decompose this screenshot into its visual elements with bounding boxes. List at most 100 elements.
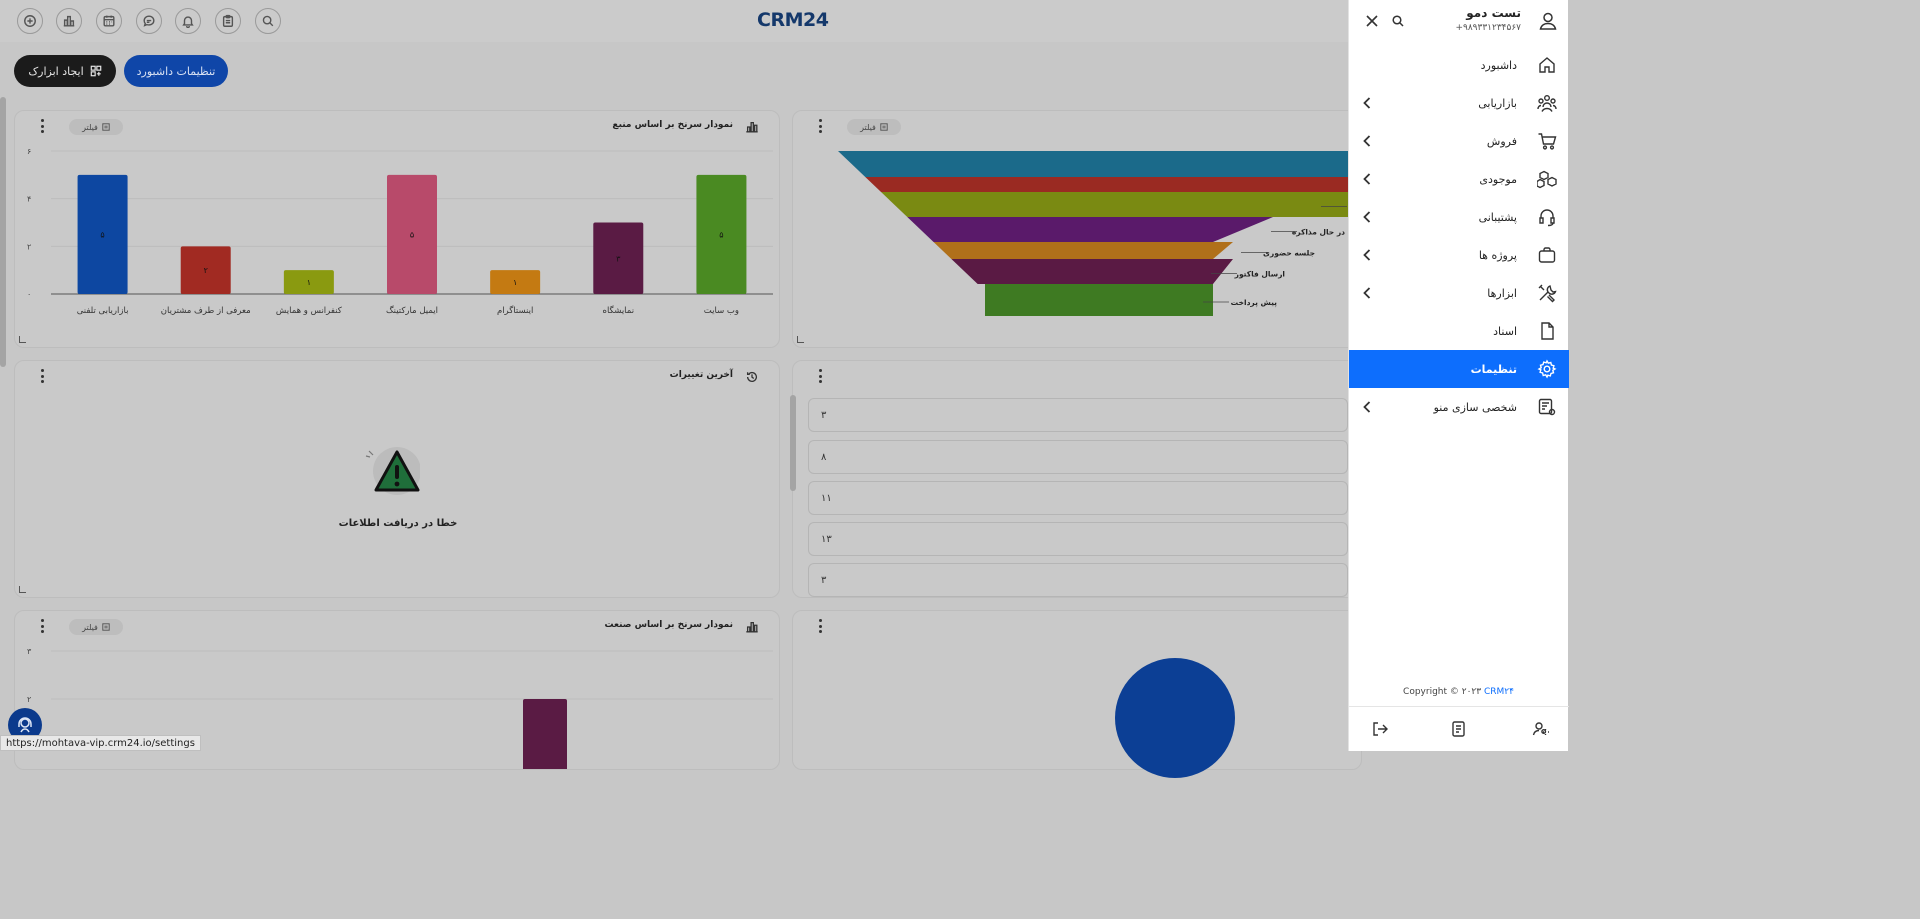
filter-button[interactable]: فیلتر [69, 619, 123, 635]
list-scrollbar[interactable] [790, 395, 796, 491]
funnel-stage-label: جلسه حضوری [1263, 249, 1315, 258]
filter-label: فیلتر [860, 122, 876, 132]
menu-item-support[interactable]: پشتیبانی [1349, 198, 1569, 236]
bar [490, 270, 541, 294]
status-bar-url: https://mohtava-vip.crm24.io/settings [0, 735, 201, 751]
resize-handle[interactable] [19, 336, 26, 343]
funnel-stage [881, 192, 1361, 217]
menu-item-label: شخصی سازی منو [1433, 400, 1517, 414]
search-icon[interactable] [255, 8, 281, 34]
dashboard-settings-button[interactable]: تنظیمات داشبورد [124, 55, 228, 87]
menu-item-label: موجودی [1479, 172, 1517, 186]
notes-icon[interactable] [1450, 720, 1468, 738]
menu-item-label: فروش [1486, 134, 1517, 148]
warning-icon [365, 447, 420, 495]
menu-item-label: ابزارها [1487, 286, 1517, 300]
widget-add-icon [90, 65, 102, 77]
pie-chart-card [792, 610, 1362, 770]
tools-icon [1537, 283, 1557, 303]
bar-value-label: ۵ [719, 230, 723, 239]
chevron-left-icon [1363, 287, 1371, 299]
drawer-header: تست دمو +۹۸۹۳۳۱۲۳۴۵۶۷ [1349, 0, 1569, 44]
menu-item-inventory[interactable]: موجودی [1349, 160, 1569, 198]
filter-label: فیلتر [82, 122, 98, 132]
close-icon[interactable] [1365, 14, 1379, 28]
bar-chart-icon [745, 619, 759, 633]
app-logo[interactable]: CRM24 [757, 9, 829, 31]
chevron-left-icon [1363, 211, 1371, 223]
bar-value-label: ۵ [100, 230, 104, 239]
more-options-icon[interactable] [817, 619, 823, 633]
source-chart-card: نمودار سرنخ بر اساس منبع فیلتر ۰ ۲ ۴ ۶ ۵ بازا… [14, 110, 780, 348]
funnel-stage [865, 177, 1361, 192]
user-phone: +۹۸۹۳۳۱۲۳۴۵۶۷ [1455, 23, 1521, 33]
bar [523, 699, 567, 769]
more-options-icon[interactable] [39, 369, 45, 383]
bar-chart-icon [745, 119, 759, 133]
y-tick-label: ۶ [27, 147, 31, 156]
menu-item-projects[interactable]: پروژه ها [1349, 236, 1569, 274]
calendar-icon[interactable] [96, 8, 122, 34]
search-icon[interactable] [1391, 14, 1405, 28]
menu-item-label: داشبورد [1480, 58, 1517, 72]
list-item[interactable]: ۱۱ [808, 481, 1348, 515]
page-scrollbar[interactable] [0, 97, 6, 367]
list-item[interactable]: ۳ [808, 563, 1348, 597]
reports-icon[interactable] [56, 8, 82, 34]
x-category-label: نمایشگاه [603, 305, 635, 316]
funnel-stage [985, 284, 1213, 316]
user-settings-icon[interactable] [1532, 720, 1550, 738]
menu-settings-icon [1537, 397, 1557, 417]
card-header: آخرین تغییرات [15, 361, 779, 391]
bar [696, 174, 747, 294]
create-widget-button[interactable]: ایجاد ابزارک [14, 55, 116, 87]
side-drawer: تست دمو +۹۸۹۳۳۱۲۳۴۵۶۷ داشبورد بازاریابی … [1348, 0, 1569, 751]
list-item[interactable]: ۳ [808, 398, 1348, 432]
menu-item-label: تنظیمات [1470, 362, 1517, 376]
list-item[interactable]: ۸ [808, 440, 1348, 474]
create-widget-label: ایجاد ابزارک [28, 64, 84, 78]
bar [387, 174, 437, 294]
menu-item-customize-menu[interactable]: شخصی سازی منو [1349, 388, 1569, 426]
menu-item-settings[interactable]: تنظیمات [1349, 350, 1569, 388]
drawer-footer [1349, 706, 1569, 751]
menu-item-sales[interactable]: فروش [1349, 122, 1569, 160]
document-icon [1537, 321, 1557, 341]
add-icon[interactable] [17, 8, 43, 34]
clipboard-icon[interactable] [215, 8, 241, 34]
logout-icon[interactable] [1371, 720, 1389, 738]
resize-handle[interactable] [19, 586, 26, 593]
card-header: نمودار سرنخ بر اساس صنعت فیلتر [15, 611, 779, 641]
list-item[interactable]: ۱۳ [808, 522, 1348, 556]
filter-button[interactable]: فیلتر [847, 119, 901, 135]
menu-item-documents[interactable]: اسناد [1349, 312, 1569, 350]
chat-icon[interactable] [136, 8, 162, 34]
chevron-left-icon [1363, 249, 1371, 261]
funnel-stage [933, 242, 1233, 259]
more-options-icon[interactable] [817, 369, 823, 383]
more-options-icon[interactable] [817, 119, 823, 133]
headset-icon [1537, 207, 1557, 227]
user-avatar-icon[interactable] [1537, 10, 1559, 32]
people-icon [1537, 93, 1557, 113]
more-options-icon[interactable] [39, 619, 45, 633]
chevron-left-icon [1363, 135, 1371, 147]
bell-icon[interactable] [175, 8, 201, 34]
x-category-label: وب سایت [704, 306, 739, 316]
top-bar: CRM24 [0, 0, 1568, 42]
resize-handle[interactable] [797, 336, 804, 343]
menu-item-dashboard[interactable]: داشبورد [1349, 46, 1569, 84]
card-title: نمودار سرنخ بر اساس منبع [612, 120, 733, 130]
support-agent-icon [18, 717, 32, 733]
bar-value-label: ۳ [616, 254, 621, 263]
copyright-text: Copyright © ۲۰۲۳ [1403, 687, 1482, 697]
x-category-label: ایمیل مارکتینگ [386, 305, 438, 316]
copyright-brand[interactable]: CRM۲۴ [1483, 687, 1514, 697]
x-category-label: اینستاگرام [497, 305, 533, 316]
more-options-icon[interactable] [39, 119, 45, 133]
filter-button[interactable]: فیلتر [69, 119, 123, 135]
card-title: نمودار سرنخ بر اساس صنعت [604, 620, 733, 630]
menu-item-tools[interactable]: ابزارها [1349, 274, 1569, 312]
menu-item-marketing[interactable]: بازاریابی [1349, 84, 1569, 122]
